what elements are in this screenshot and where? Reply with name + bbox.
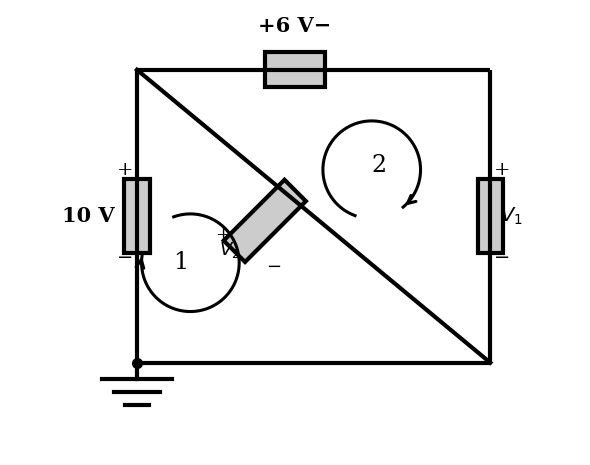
Text: 10 V: 10 V <box>62 206 114 226</box>
Text: −: − <box>267 258 281 275</box>
Polygon shape <box>224 180 306 262</box>
Text: −: − <box>494 249 510 267</box>
Text: $V_1$: $V_1$ <box>500 206 523 227</box>
Text: 1: 1 <box>173 251 189 274</box>
Text: 2: 2 <box>371 153 386 177</box>
Text: +: + <box>117 161 133 179</box>
Text: +: + <box>494 161 510 179</box>
Bar <box>124 179 150 253</box>
Text: $V_2$: $V_2$ <box>219 240 241 260</box>
Text: −: − <box>117 249 133 267</box>
Bar <box>477 179 503 253</box>
Text: +: + <box>215 226 231 244</box>
Bar <box>265 53 325 87</box>
Text: +6 V−: +6 V− <box>258 15 332 36</box>
